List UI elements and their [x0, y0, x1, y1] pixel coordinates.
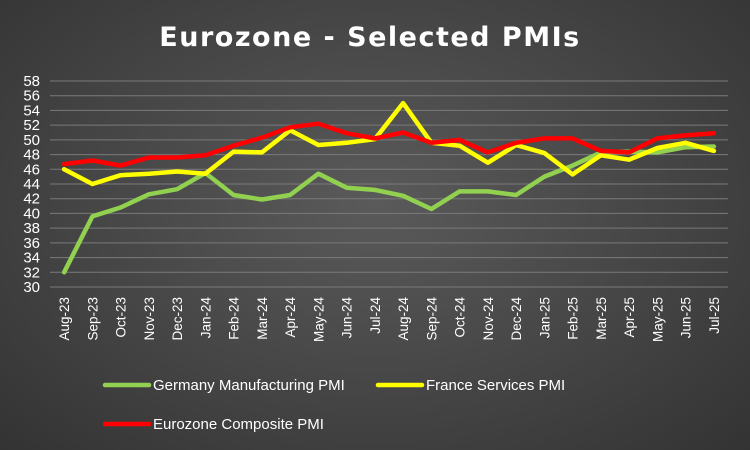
y-tick-label: 42	[23, 191, 40, 208]
x-tick-label: Dec-24	[509, 297, 524, 341]
y-tick-label: 54	[23, 102, 40, 119]
y-tick-label: 56	[23, 88, 40, 105]
x-tick-label: Oct-24	[453, 297, 468, 338]
series-line-2	[61, 100, 717, 187]
y-tick-label: 50	[23, 132, 40, 149]
x-tick-label: May-24	[311, 297, 326, 343]
x-tick-label: May-25	[650, 297, 665, 342]
x-tick-label: Jul-24	[368, 297, 383, 334]
y-tick-label: 44	[23, 176, 40, 193]
x-tick-label: Apr-25	[622, 297, 637, 338]
y-tick-label: 34	[23, 250, 40, 267]
legend-label: Eurozone Composite PMI	[153, 416, 324, 433]
series-lines	[61, 100, 717, 275]
x-tick-label: Apr-24	[283, 297, 298, 338]
x-tick-label: Jun-24	[340, 297, 355, 339]
y-tick-label: 30	[23, 279, 40, 296]
legend-label: France Services PMI	[426, 377, 565, 394]
legend-label: Germany Manufacturing PMI	[153, 377, 345, 394]
x-tick-label: Dec-23	[170, 297, 185, 341]
x-tick-label: Nov-24	[481, 297, 496, 341]
y-tick-label: 48	[23, 147, 40, 164]
x-tick-label: Oct-23	[114, 297, 129, 338]
y-tick-label: 38	[23, 220, 40, 237]
y-tick-label: 40	[23, 205, 40, 222]
x-tick-label: Sep-24	[424, 297, 439, 341]
x-tick-label: Feb-24	[227, 297, 242, 340]
x-tick-label: Mar-25	[594, 297, 609, 340]
x-tick-label: Jul-25	[707, 297, 722, 334]
x-tick-label: Jun-25	[679, 297, 694, 338]
y-tick-label: 36	[23, 235, 40, 252]
x-tick-label: Jan-24	[198, 297, 213, 339]
x-tick-label: Nov-23	[142, 297, 157, 341]
chart-title: Eurozone - Selected PMIs	[159, 22, 580, 53]
series-line-3	[61, 121, 717, 168]
x-tick-label: Aug-24	[396, 297, 411, 341]
x-axis-ticks: Aug-23 Sep-23 Oct-23 Nov-23 Dec-23 Jan-24 Feb-…	[57, 297, 722, 343]
series-line-1	[61, 144, 717, 275]
gridlines	[50, 80, 728, 288]
x-tick-label: Aug-23	[57, 297, 72, 341]
x-tick-label: Mar-24	[255, 297, 270, 340]
y-tick-label: 58	[23, 73, 40, 90]
y-tick-label: 52	[23, 117, 40, 134]
x-tick-label: Sep-23	[85, 297, 100, 341]
legend: Germany Manufacturing PMI France Services…	[102, 377, 565, 433]
x-tick-label: Jan-25	[537, 297, 552, 338]
y-tick-label: 46	[23, 161, 40, 178]
y-tick-label: 32	[23, 264, 40, 281]
x-tick-label: Feb-25	[566, 297, 581, 340]
